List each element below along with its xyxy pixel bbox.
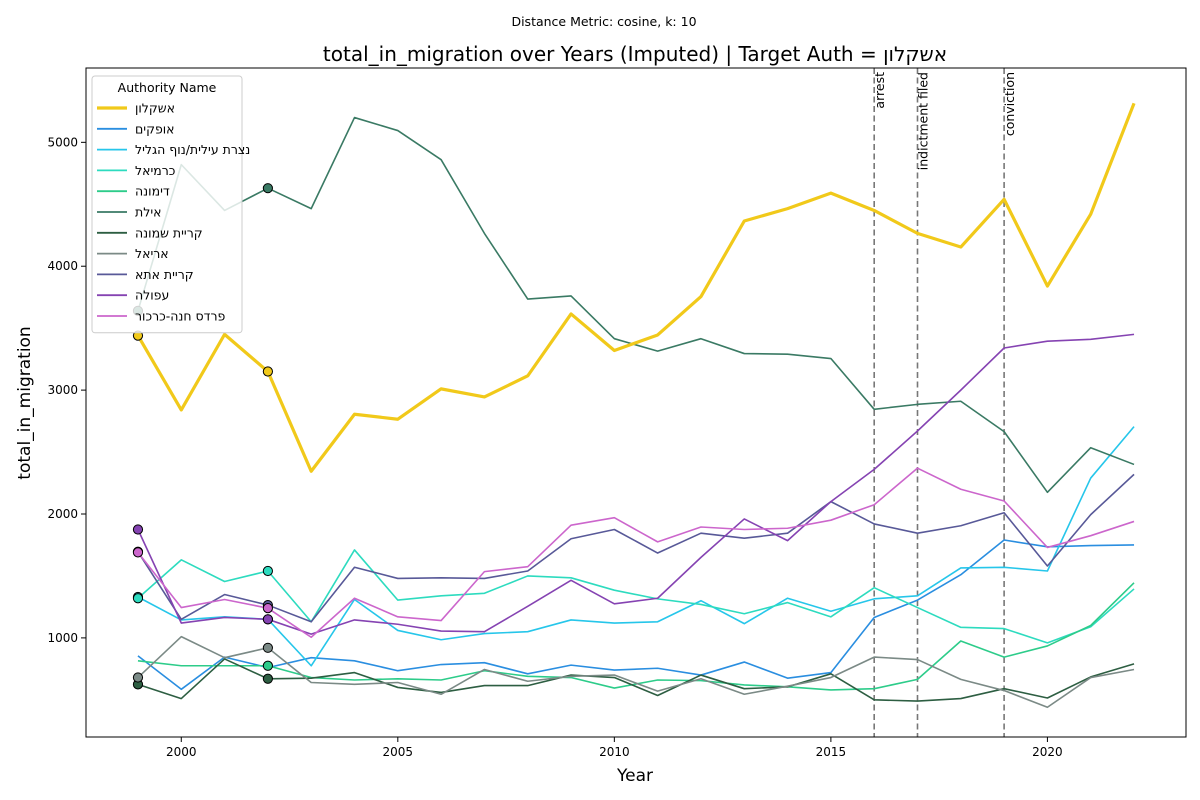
- series-line: [137, 473, 1135, 623]
- x-tick-label: 2015: [816, 745, 847, 759]
- imputed-point: [262, 673, 273, 684]
- x-tick-label: 2010: [599, 745, 630, 759]
- legend-entry: אילת: [135, 205, 161, 220]
- y-tick-label: 2000: [47, 507, 78, 521]
- chart-title: total_in_migration over Years (Imputed) …: [323, 42, 947, 66]
- legend-entry: כרמיאל: [135, 163, 175, 178]
- legend-entry: נצרת עילית/נוף הגליל: [135, 142, 250, 157]
- x-axis-ticks: 2000 2005 2010 2015 2020: [166, 737, 1063, 759]
- legend-entry: אופקים: [135, 121, 175, 136]
- imputed-points: [132, 183, 273, 690]
- legend-entry: דימונה: [135, 184, 170, 199]
- series-line: [137, 467, 1135, 639]
- legend-entry: פרדס חנה-כרכור: [135, 309, 226, 324]
- legend-entry: קריית שמונה: [135, 225, 203, 240]
- series-line: [137, 333, 1135, 635]
- legend-entry: קריית אתא: [135, 267, 194, 282]
- imputed-point: [262, 614, 273, 625]
- x-tick-label: 2005: [383, 745, 414, 759]
- event-markers: arrest indictment filed conviction: [872, 68, 1017, 737]
- y-tick-label: 3000: [47, 383, 78, 397]
- y-axis-ticks: 1000 2000 3000 4000 5000: [47, 135, 86, 645]
- series-line: [137, 426, 1135, 667]
- series-lines: [136, 102, 1136, 709]
- x-tick-label: 2000: [166, 745, 197, 759]
- x-axis-label: Year: [616, 766, 653, 786]
- series-line: [137, 549, 1135, 644]
- legend-entry: אשקלון: [135, 101, 175, 116]
- imputed-point: [132, 672, 144, 683]
- series-line: [137, 582, 1135, 691]
- event-label: arrest: [872, 72, 887, 109]
- legend-entry: אריאל: [135, 246, 169, 261]
- x-tick-label: 2020: [1032, 745, 1063, 759]
- legend-box: [91, 75, 243, 334]
- imputed-point: [262, 366, 273, 377]
- imputed-point: [262, 183, 273, 194]
- y-axis-label: total_in_migration: [15, 326, 35, 479]
- imputed-point: [262, 660, 273, 671]
- series-line: [137, 539, 1135, 691]
- legend-title: Authority Name: [118, 80, 217, 95]
- imputed-point: [132, 524, 144, 535]
- imputed-point: [262, 565, 273, 577]
- series-line: [137, 658, 1135, 702]
- y-tick-label: 1000: [47, 631, 78, 645]
- plot-area: [85, 67, 1187, 738]
- imputed-point: [132, 593, 144, 604]
- legend: Authority Name אשקלון אופקים נצרת עילית/נוף…: [91, 75, 250, 334]
- event-label: indictment filed: [915, 72, 930, 170]
- event-label: conviction: [1002, 72, 1017, 136]
- y-tick-label: 5000: [47, 135, 78, 149]
- series-line: [137, 116, 1135, 494]
- y-tick-label: 4000: [47, 259, 78, 273]
- legend-entry: עפולה: [135, 288, 169, 303]
- imputed-point: [262, 603, 273, 614]
- chart-suptitle: Distance Metric: cosine, k: 10: [511, 14, 696, 29]
- imputed-point: [262, 642, 273, 653]
- imputed-point: [132, 547, 144, 558]
- series-line: [136, 102, 1136, 473]
- series-line: [137, 635, 1135, 709]
